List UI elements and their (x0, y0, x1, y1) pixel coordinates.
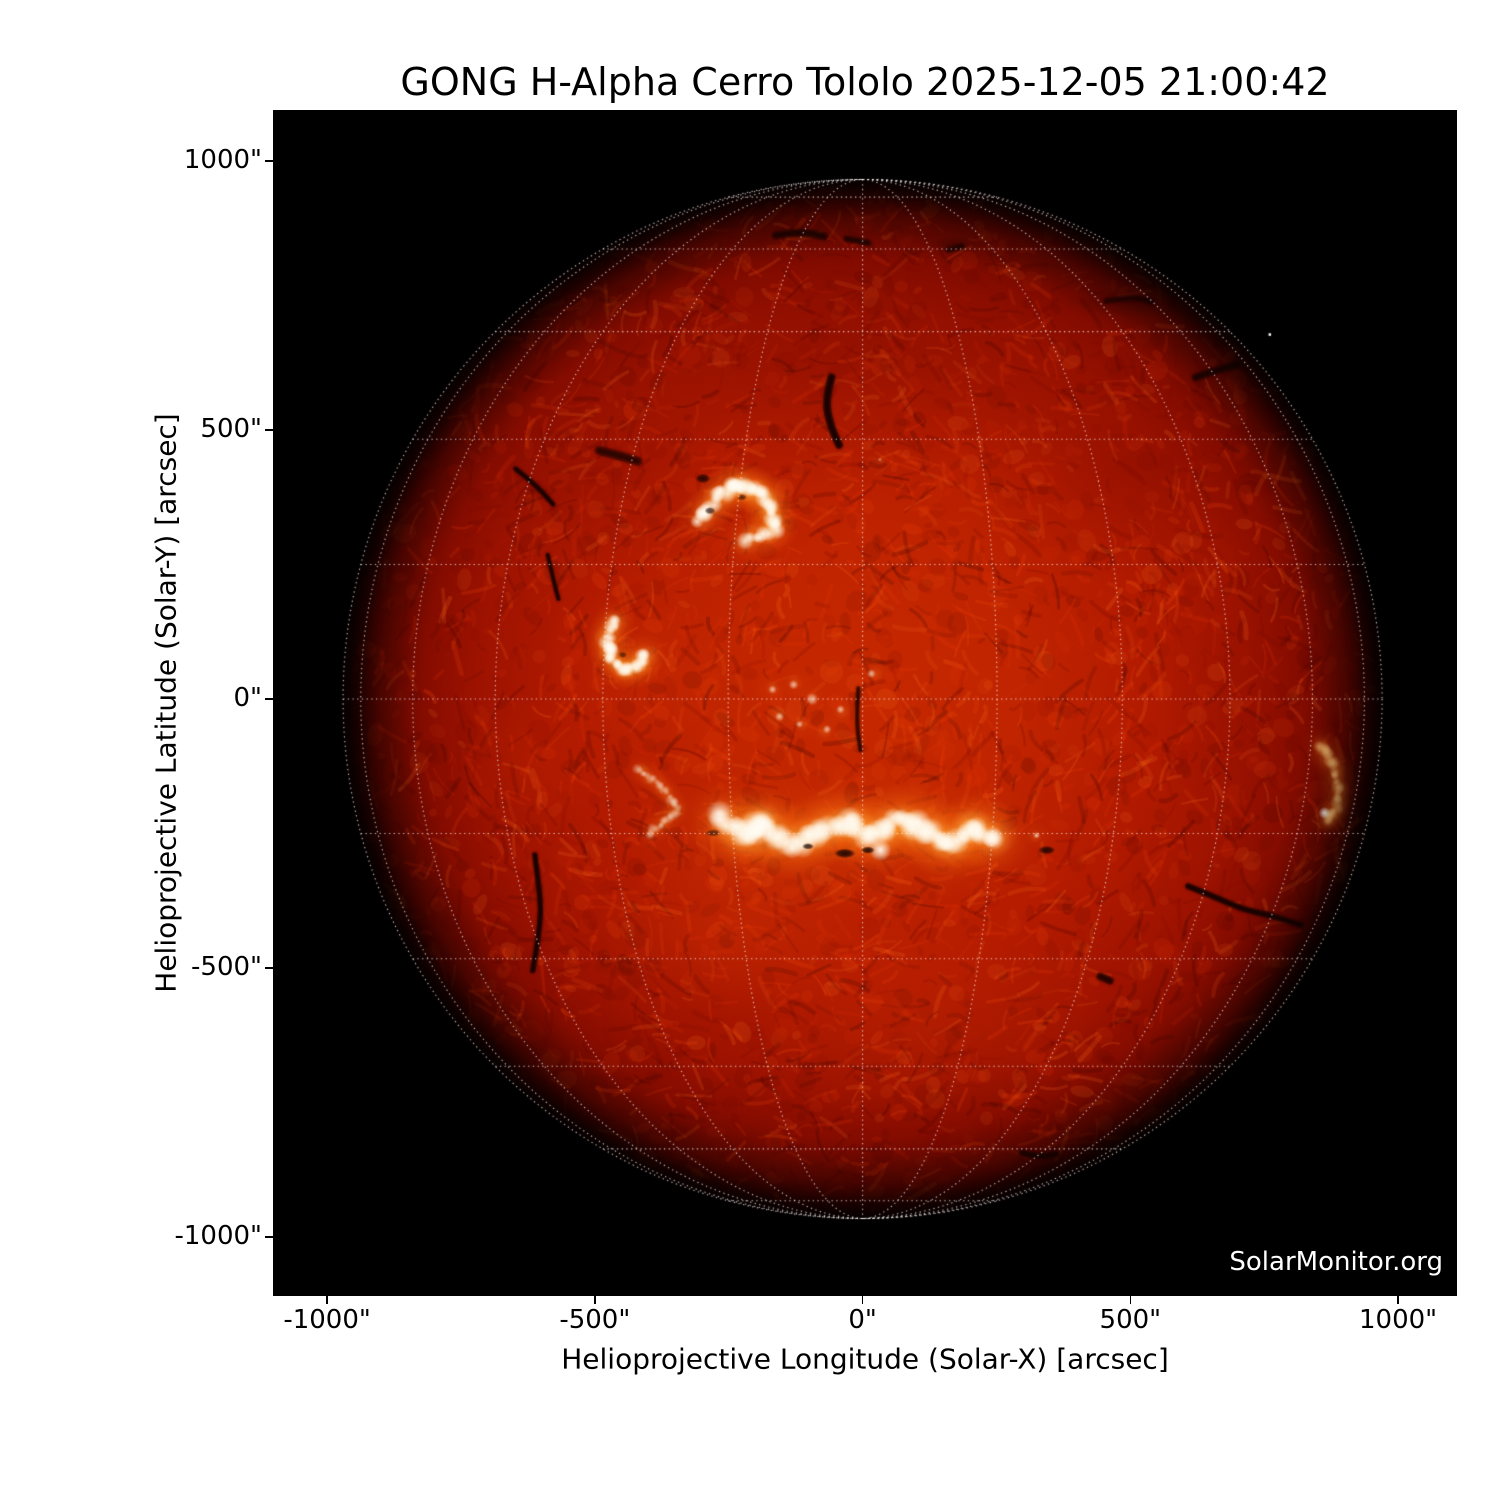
x-tick-label: 0" (848, 1305, 877, 1335)
x-tick-mark (326, 1296, 328, 1304)
x-tick-mark (1129, 1296, 1132, 1304)
page-title: GONG H-Alpha Cerro Tololo 2025-12-05 21:… (400, 60, 1330, 104)
y-tick-mark (265, 698, 273, 700)
x-tick-label: 1000" (1359, 1305, 1438, 1335)
solar-disk-image (273, 110, 1457, 1296)
x-tick-label: 500" (1099, 1305, 1162, 1335)
y-tick-mark (265, 160, 273, 162)
y-tick-label: -1000" (174, 1220, 262, 1251)
y-tick-mark (265, 967, 273, 969)
x-tick-mark (861, 1296, 864, 1304)
y-tick-mark (265, 429, 273, 431)
y-tick-label: 500" (200, 414, 262, 445)
x-axis-label: Helioprojective Longitude (Solar-X) [arc… (561, 1342, 1169, 1376)
y-tick-label: 1000" (183, 145, 262, 176)
y-tick-mark (265, 1236, 273, 1238)
x-tick-label: -500" (559, 1305, 631, 1335)
x-tick-mark (1397, 1296, 1399, 1304)
y-tick-label: -500" (191, 951, 262, 982)
y-tick-label: 0" (233, 682, 262, 713)
x-tick-label: -1000" (283, 1305, 371, 1335)
watermark: SolarMonitor.org (1229, 1247, 1443, 1277)
x-tick-mark (594, 1296, 596, 1304)
